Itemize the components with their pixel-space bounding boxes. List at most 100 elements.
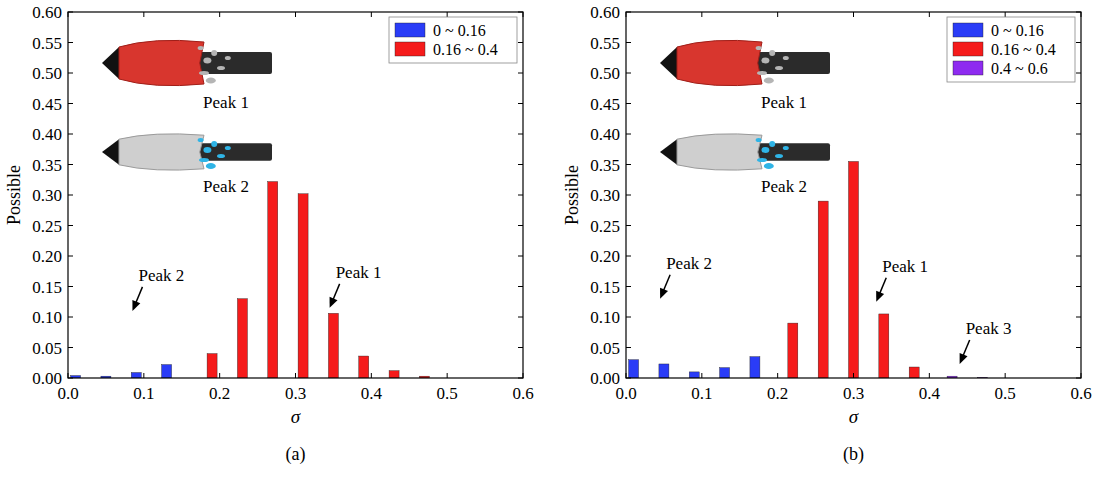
panel-label: (b) — [843, 444, 864, 465]
x-axis-title: σ — [849, 406, 859, 427]
annotation-arrowhead — [876, 291, 884, 302]
y-tick — [626, 73, 631, 74]
inset-label: Peak 2 — [761, 177, 807, 196]
inset-droplet — [761, 58, 769, 64]
legend-label: 0 ~ 0.16 — [433, 22, 486, 39]
inset-nose — [660, 139, 677, 165]
x-tick — [1081, 373, 1082, 378]
inset — [660, 40, 830, 170]
x-tick-label: 0.3 — [843, 384, 864, 403]
x-tick-label: 0.4 — [919, 384, 941, 403]
bar — [720, 368, 730, 378]
figure: Peak 1Peak 20.00.10.20.30.40.50.60.000.0… — [0, 0, 1104, 478]
x-tick — [523, 12, 524, 17]
y-tick — [1076, 347, 1081, 348]
y-tick-label: 0.15 — [32, 278, 62, 297]
inset-label: Peak 1 — [203, 93, 249, 112]
legend-swatch — [953, 42, 983, 56]
inset-droplet — [764, 163, 774, 169]
y-tick — [518, 286, 523, 287]
inset-label: Peak 1 — [761, 93, 807, 112]
y-tick — [1076, 286, 1081, 287]
inset-droplet — [783, 146, 789, 150]
y-tick — [1076, 73, 1081, 74]
y-tick — [1076, 134, 1081, 135]
inset-droplet — [217, 66, 225, 70]
y-tick — [68, 103, 73, 104]
x-tick — [295, 373, 296, 378]
y-tick — [626, 317, 631, 318]
x-tick-label: 0.2 — [767, 384, 788, 403]
bar — [207, 354, 217, 378]
inset-droplet — [199, 71, 209, 75]
x-tick — [853, 373, 854, 378]
bar — [629, 360, 639, 378]
x-tick — [929, 373, 930, 378]
inset-droplet — [198, 46, 204, 50]
y-tick — [518, 317, 523, 318]
inset-nose — [102, 139, 119, 165]
y-tick — [518, 103, 523, 104]
y-tick — [68, 347, 73, 348]
y-tick — [626, 42, 631, 43]
y-tick — [68, 286, 73, 287]
bar — [659, 364, 669, 378]
inset-droplet — [756, 138, 762, 142]
y-tick — [518, 195, 523, 196]
x-tick — [701, 373, 702, 378]
annotation-arrowhead — [660, 288, 668, 299]
x-tick — [1081, 12, 1082, 17]
legend: 0 ~ 0.160.16 ~ 0.4 — [389, 17, 517, 63]
annotation-arrow — [963, 340, 970, 357]
y-tick-label: 0.30 — [32, 186, 62, 205]
bar — [818, 201, 828, 378]
y-tick-label: 0.25 — [32, 217, 62, 236]
legend-swatch — [953, 61, 983, 75]
y-tick — [518, 256, 523, 257]
y-tick-label: 0.10 — [32, 308, 62, 327]
y-tick-label: 0.30 — [590, 186, 620, 205]
inset-droplet — [199, 158, 209, 162]
x-tick — [701, 12, 702, 17]
x-tick-label: 0.4 — [361, 384, 383, 403]
legend: 0 ~ 0.160.16 ~ 0.40.4 ~ 0.6 — [947, 17, 1075, 82]
x-tick — [219, 373, 220, 378]
x-tick-label: 0.6 — [512, 384, 533, 403]
y-tick — [626, 103, 631, 104]
bar — [750, 357, 760, 378]
x-tick-label: 0.1 — [691, 384, 712, 403]
y-tick — [518, 164, 523, 165]
y-tick-label: 0.20 — [32, 247, 62, 266]
y-tick-label: 0.35 — [590, 156, 620, 175]
y-tick — [626, 347, 631, 348]
y-tick-label: 0.45 — [590, 95, 620, 114]
x-axis-title: σ — [291, 406, 301, 427]
y-axis-title: Possible — [562, 165, 582, 225]
bar — [162, 365, 172, 378]
y-tick-label: 0.40 — [590, 125, 620, 144]
x-tick — [219, 12, 220, 17]
x-tick — [371, 12, 372, 17]
y-tick-label: 0.50 — [590, 64, 620, 83]
annotation-arrow — [333, 284, 340, 301]
x-tick — [777, 12, 778, 17]
y-tick-label: 0.55 — [32, 34, 62, 53]
x-tick — [777, 373, 778, 378]
inset-droplet — [206, 163, 216, 169]
x-tick — [68, 12, 69, 17]
inset-nose — [102, 47, 119, 79]
inset-droplet — [217, 154, 225, 158]
y-tick — [518, 347, 523, 348]
inset-droplet — [783, 56, 789, 60]
panel-label: (a) — [286, 444, 306, 465]
inset-cavity — [119, 40, 204, 85]
x-tick-label: 0.3 — [285, 384, 306, 403]
y-tick-label: 0.05 — [32, 339, 62, 358]
annotation: Peak 2 — [138, 266, 184, 285]
x-tick — [1005, 12, 1006, 17]
y-tick — [68, 225, 73, 226]
legend-swatch — [953, 23, 983, 37]
annotation: Peak 3 — [966, 319, 1012, 338]
x-tick — [626, 373, 627, 378]
annotation: Peak 1 — [336, 263, 382, 282]
